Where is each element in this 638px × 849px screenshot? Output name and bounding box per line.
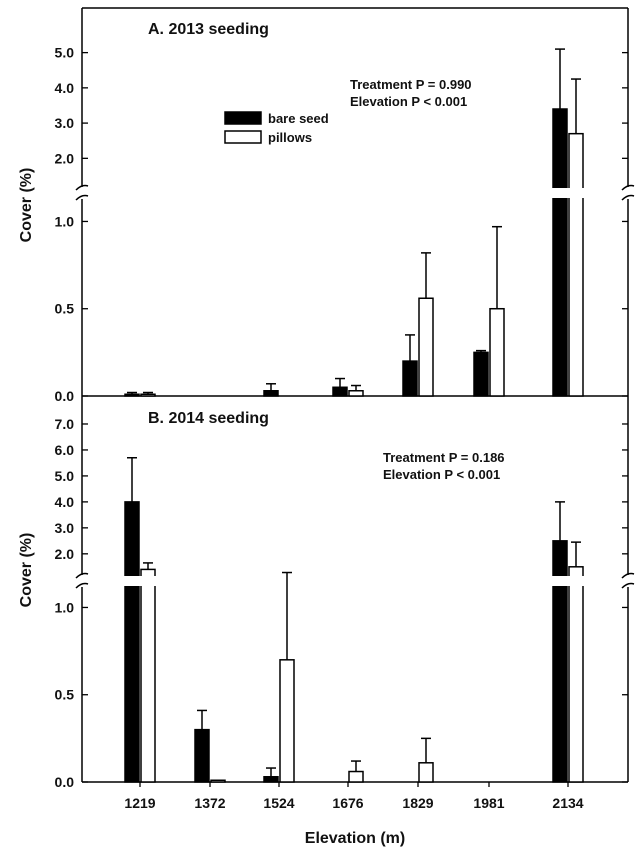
bar-pillows bbox=[418, 762, 434, 783]
bar-bare-seed bbox=[194, 728, 210, 783]
bar-pillows bbox=[489, 307, 505, 397]
stats-text: Elevation P < 0.001 bbox=[383, 467, 500, 482]
chart-bars bbox=[124, 48, 584, 783]
bar-break-gap bbox=[140, 576, 156, 586]
x-axis-title: Elevation (m) bbox=[305, 830, 405, 847]
legend-label-pillows: pillows bbox=[268, 130, 312, 145]
bar-bare-seed bbox=[402, 360, 418, 397]
legend-swatch-bare-seed bbox=[224, 111, 262, 125]
bar-bare-seed bbox=[332, 386, 348, 397]
y-axis-title-panel-b: Cover (%) bbox=[18, 533, 35, 608]
bar-pillows bbox=[348, 770, 364, 783]
bar-pillows bbox=[210, 779, 226, 783]
y-tick-label: 0.0 bbox=[55, 774, 75, 790]
x-tick-label: 1829 bbox=[402, 795, 433, 811]
stats-text: Treatment P = 0.186 bbox=[383, 450, 505, 465]
bar-pillows bbox=[568, 566, 584, 783]
y-tick-label: 1.0 bbox=[55, 599, 75, 615]
y-tick-label: 3.0 bbox=[55, 520, 75, 536]
panel-title: B. 2014 seeding bbox=[148, 410, 269, 427]
chart-frame bbox=[75, 7, 635, 787]
bar-break-gap bbox=[568, 188, 584, 198]
y-tick-label: 7.0 bbox=[55, 416, 75, 432]
y-tick-label: 6.0 bbox=[55, 442, 75, 458]
y-tick-label: 5.0 bbox=[55, 468, 75, 484]
bar-bare-seed bbox=[473, 351, 489, 397]
axis-break-mark bbox=[621, 572, 635, 579]
x-tick-label: 1524 bbox=[263, 795, 294, 811]
y-tick-label: 3.0 bbox=[55, 115, 75, 131]
bar-pillows bbox=[418, 297, 434, 397]
bar-bare-seed bbox=[263, 390, 279, 397]
bar-break-gap bbox=[552, 188, 568, 198]
bar-pillows bbox=[140, 393, 156, 397]
panel-title: A. 2013 seeding bbox=[148, 21, 269, 38]
stats-text: Elevation P < 0.001 bbox=[350, 94, 467, 109]
bar-pillows bbox=[279, 659, 295, 783]
stats-text: Treatment P = 0.990 bbox=[350, 77, 472, 92]
axis-break-mark bbox=[621, 184, 635, 191]
bar-bare-seed bbox=[124, 393, 140, 397]
legend-label-bare-seed: bare seed bbox=[268, 111, 329, 126]
bar-pillows bbox=[348, 390, 364, 397]
y-tick-label: 0.0 bbox=[55, 388, 75, 404]
y-tick-label: 1.0 bbox=[55, 213, 75, 229]
y-tick-label: 0.5 bbox=[55, 687, 75, 703]
x-tick-label: 2134 bbox=[552, 795, 583, 811]
y-tick-label: 4.0 bbox=[55, 494, 75, 510]
x-tick-label: 1981 bbox=[473, 795, 504, 811]
y-axis-title-panel-a: Cover (%) bbox=[18, 168, 35, 243]
bar-break-gap bbox=[552, 576, 568, 586]
axis-break-mark bbox=[75, 572, 89, 579]
x-tick-label: 1219 bbox=[124, 795, 155, 811]
x-tick-label: 1676 bbox=[332, 795, 363, 811]
axis-break-mark bbox=[621, 194, 635, 201]
bar-bare-seed bbox=[124, 501, 140, 783]
axis-break-mark bbox=[75, 184, 89, 191]
bar-pillows bbox=[568, 132, 584, 397]
bar-bare-seed bbox=[263, 776, 279, 783]
y-tick-label: 2.0 bbox=[55, 546, 75, 562]
bar-pillows bbox=[140, 568, 156, 783]
axis-break-mark bbox=[75, 194, 89, 201]
y-tick-label: 4.0 bbox=[55, 80, 75, 96]
axis-break-mark bbox=[621, 582, 635, 589]
chart-text: 0.0 0.5 1.0 2.0 3.0 4.0 5.0 A. 2013 seeding Trea… bbox=[18, 21, 584, 847]
bar-break-gap bbox=[568, 576, 584, 586]
legend-swatch-pillows bbox=[224, 130, 262, 144]
y-tick-label: 2.0 bbox=[55, 150, 75, 166]
y-tick-label: 0.5 bbox=[55, 301, 75, 317]
bar-break-gap bbox=[124, 576, 140, 586]
x-tick-label: 1372 bbox=[194, 795, 225, 811]
y-tick-label: 5.0 bbox=[55, 45, 75, 61]
axis-break-mark bbox=[75, 582, 89, 589]
bar-bare-seed bbox=[552, 108, 568, 397]
